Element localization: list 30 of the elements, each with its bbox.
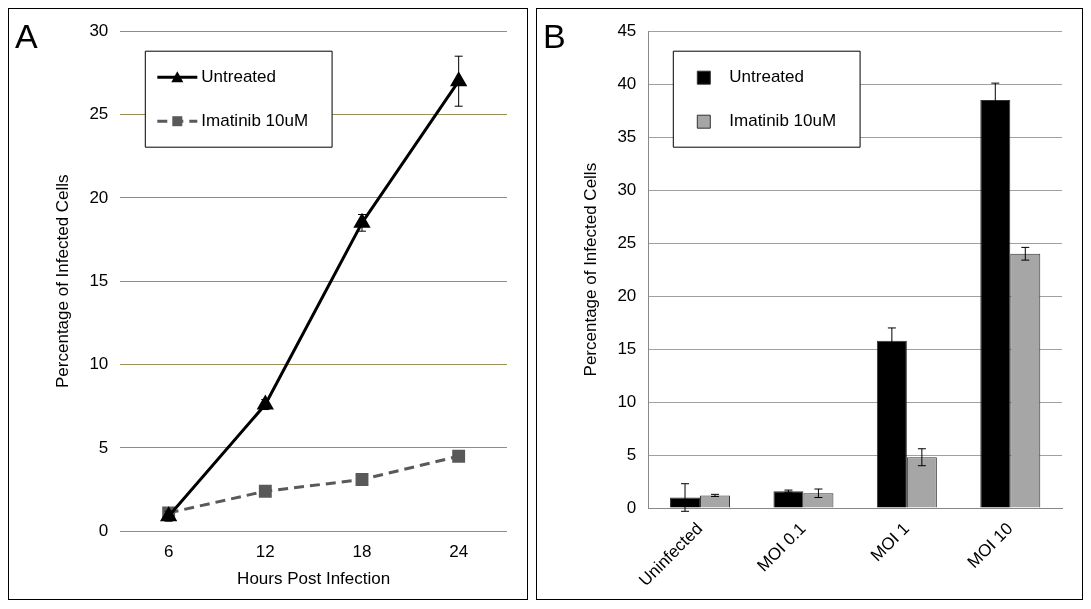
x-tick-label: 6 [163, 542, 174, 562]
y-tick-label: 40 [617, 73, 637, 93]
y-tick-label: 15 [89, 270, 109, 290]
x-tick-label: 18 [352, 542, 372, 562]
y-axis-title: Percentage of Infected Cells [52, 174, 72, 388]
y-tick-label: 20 [617, 285, 637, 305]
legend-label: Untreated [201, 66, 276, 86]
legend-label: Imatinib 10uM [201, 110, 309, 130]
x-axis-title: Hours Post Infection [237, 569, 391, 589]
y-tick-label: 25 [89, 104, 109, 124]
y-tick-label: 0 [98, 520, 109, 540]
y-tick-label: 20 [89, 187, 109, 207]
x-tick-label: 24 [449, 542, 469, 562]
y-tick-label: 10 [617, 391, 637, 411]
y-tick-label: 5 [98, 437, 109, 457]
y-tick-label: 10 [89, 354, 109, 374]
x-tick-label: 12 [255, 542, 275, 562]
y-tick-label: 25 [617, 232, 637, 252]
y-tick-label: 35 [617, 126, 637, 146]
y-tick-label: 0 [626, 497, 637, 517]
text: A [15, 17, 38, 56]
legend-label: Imatinib 10uM [729, 110, 837, 130]
y-tick-label: 30 [89, 20, 109, 40]
y-tick-label: 30 [617, 179, 637, 199]
y-axis-title: Percentage of Infected Cells [580, 162, 600, 377]
text: B [543, 17, 566, 56]
y-tick-label: 45 [617, 20, 637, 40]
legend-label: Untreated [729, 66, 804, 86]
y-tick-label: 15 [617, 338, 637, 358]
y-tick-label: 5 [626, 444, 637, 464]
